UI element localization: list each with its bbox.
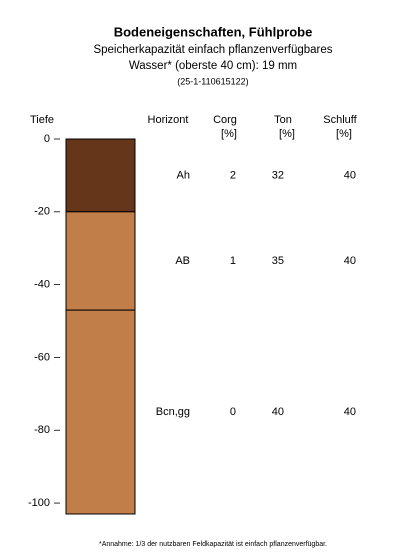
y-tick-label: -40 [34, 279, 50, 291]
cell-ton: 40 [272, 406, 284, 418]
cell-horizon: Ah [177, 169, 190, 181]
cell-schluff: 40 [344, 406, 356, 418]
sample-id: (25-1-110615122) [177, 76, 248, 86]
cell-corg: 0 [230, 406, 236, 418]
subtitle: Wasser* (oberste 40 cm): 19 mm [129, 60, 297, 72]
cell-ton: 35 [272, 255, 284, 267]
column-unit: [%] [336, 128, 352, 140]
soil-layer [65, 211, 136, 311]
cell-horizon: Bcn,gg [156, 406, 190, 418]
column-header: Ton [274, 114, 292, 126]
chart-title: Bodeneigenschaften, Fühlprobe [114, 24, 313, 39]
cell-ton: 32 [272, 169, 284, 181]
column-unit: [%] [221, 128, 237, 140]
soil-layer [65, 138, 136, 213]
y-axis-label: Tiefe [30, 114, 54, 126]
subtitle: Speicherkapazität einfach pflanzenverfüg… [93, 44, 332, 56]
soil-layer [65, 309, 136, 515]
cell-schluff: 40 [344, 255, 356, 267]
column-header: Schluff [323, 114, 357, 126]
cell-horizon: AB [175, 255, 190, 267]
cell-corg: 2 [230, 169, 236, 181]
y-tick-label: -20 [34, 206, 50, 218]
column-header: Corg [213, 114, 237, 126]
column-unit: [%] [279, 128, 295, 140]
y-tick-label: 0 [44, 133, 50, 145]
cell-corg: 1 [230, 255, 236, 267]
y-tick-label: -80 [34, 424, 50, 436]
footnote: *Annahme: 1/3 der nutzbaren Feldkapazitä… [99, 541, 327, 548]
cell-schluff: 40 [344, 169, 356, 181]
y-tick-label: -100 [28, 497, 50, 509]
y-tick-label: -60 [34, 351, 50, 363]
column-header: Horizont [148, 114, 189, 126]
